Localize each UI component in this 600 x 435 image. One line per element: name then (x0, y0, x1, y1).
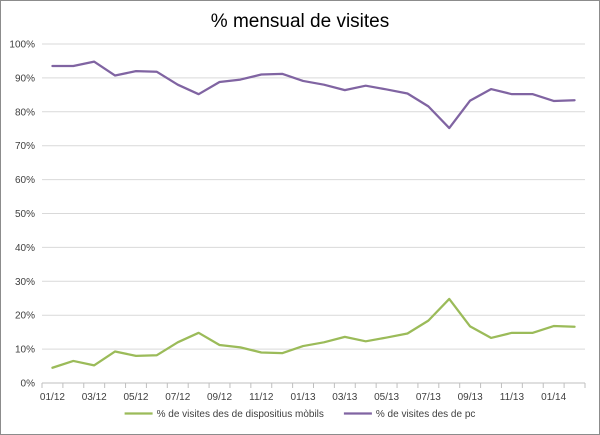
legend: % de visites des de dispositius mòbils % … (124, 409, 476, 420)
y-tick-label: 10% (15, 345, 35, 356)
legend-label-1: % de visites des de dispositius mòbils (157, 409, 324, 420)
x-tick-label: 05/13 (374, 392, 399, 403)
series-line-1 (51, 297, 576, 369)
x-tick-label: 01/14 (541, 392, 566, 403)
y-tick-label: 0% (21, 379, 36, 390)
axes: 0% 10% 20% 30% 40% 50% 60% 70% 80% 90% 100% 01/12 03… (9, 40, 586, 403)
series-lines (51, 60, 576, 369)
y-tick-label: 50% (15, 209, 35, 220)
x-tick-label: 09/12 (207, 392, 232, 403)
gridlines (42, 43, 585, 350)
legend-label-2: % de visites des de pc (376, 409, 476, 420)
y-tick-label: 20% (15, 311, 35, 322)
x-tick-label: 05/12 (123, 392, 148, 403)
x-tick-label: 07/13 (416, 392, 441, 403)
y-tick-label: 100% (9, 40, 35, 51)
x-tick-label: 01/13 (291, 392, 316, 403)
x-tick-label: 11/13 (500, 392, 525, 403)
x-tick-label: 03/12 (82, 392, 107, 403)
x-tick-label: 01/12 (40, 392, 65, 403)
y-tick-label: 70% (15, 141, 35, 152)
x-tick-label: 03/13 (332, 392, 357, 403)
y-tick-label: 80% (15, 107, 35, 118)
x-tick-label: 07/12 (165, 392, 190, 403)
y-tick-label: 30% (15, 277, 35, 288)
x-tick-label: 09/13 (458, 392, 483, 403)
chart-title: % mensual de visites (211, 11, 389, 32)
y-tick-label: 90% (15, 73, 35, 84)
series-line-2 (51, 60, 576, 130)
x-tick-label: 11/12 (249, 392, 274, 403)
y-tick-label: 40% (15, 243, 35, 254)
y-tick-label: 60% (15, 175, 35, 186)
